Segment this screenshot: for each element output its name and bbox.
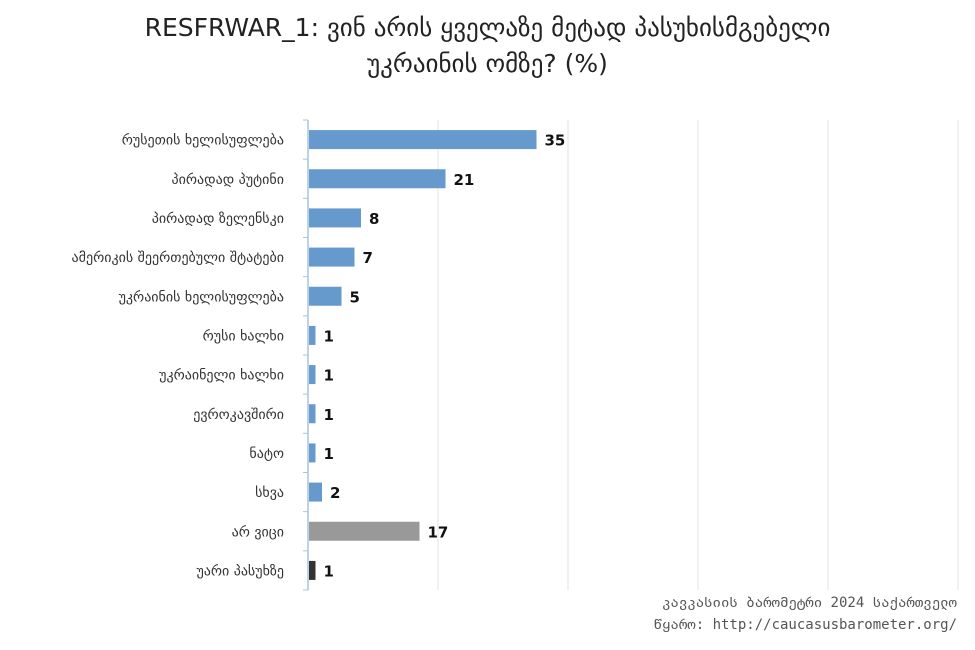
bar [309,169,446,189]
category-label: ნატო [249,446,284,462]
bar [309,365,316,385]
bar [309,443,316,463]
category-label: უარი პასუხზე [196,562,284,579]
bar [309,208,361,228]
bar [309,325,316,345]
value-label: 8 [369,210,379,228]
bar [309,521,420,541]
bar [309,560,316,580]
chart-title-line-2: უკრაინის ომზე? (%) [367,49,608,78]
chart-title-line-1: RESFRWAR_1: ვინ არის ყველაზე მეტად პასუხ… [144,13,831,42]
source-line-1: კავკასიის ბარომეტრი 2024 საქართველო [661,595,957,611]
bar [309,482,322,502]
value-label: 1 [324,406,334,424]
value-label: 5 [350,288,360,306]
category-label: არ ვიცი [232,523,284,540]
category-label: რუსეთის ხელისუფლება [122,132,284,149]
category-axis [303,119,309,591]
value-label: 35 [545,132,566,150]
gridlines [437,120,959,590]
category-label: სხვა [255,485,284,501]
value-label: 21 [454,171,475,189]
value-label: 17 [428,523,449,541]
category-label: პირადად პუტინი [172,171,284,188]
source-note: კავკასიის ბარომეტრი 2024 საქართველო წყარ… [654,592,957,636]
bar [309,247,355,267]
chart-title: RESFRWAR_1: ვინ არის ყველაზე მეტად პასუხ… [0,10,975,82]
category-label: რუსი ხალხი [203,327,284,344]
bar [309,404,316,424]
value-label: 7 [363,249,373,267]
value-label: 1 [324,367,334,385]
category-label: პირადად ზელენსკი [152,210,284,227]
bars [309,130,537,580]
category-label: ამერიკის შეერთებული შტატები [72,249,284,266]
source-line-2: წყარო: http://caucasusbarometer.org/ [653,617,957,633]
category-label: უკრაინელი ხალხი [159,367,284,384]
category-label: უკრაინის ხელისუფლება [119,288,284,305]
value-label: 1 [324,562,334,580]
value-label: 2 [330,484,340,502]
value-label: 1 [324,327,334,345]
bar [309,130,537,150]
value-label: 1 [324,445,334,463]
bar [309,286,342,306]
category-label: ევროკავშირი [193,406,284,423]
